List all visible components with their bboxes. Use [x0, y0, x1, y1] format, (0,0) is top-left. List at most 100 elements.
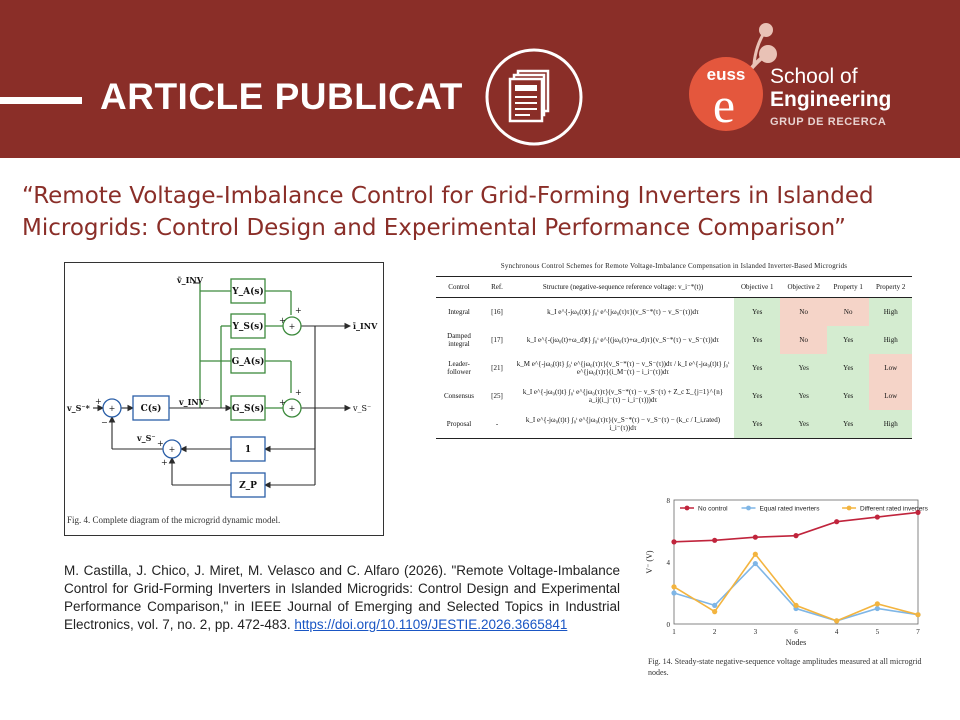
cell-objective-2: Yes: [780, 382, 827, 410]
data-point: [834, 519, 840, 525]
x-axis-label: Nodes: [786, 638, 806, 647]
legend-swatch-marker: [746, 505, 751, 511]
cell-ref: [25]: [491, 392, 503, 400]
article-title: “Remote Voltage-Imbalance Control for Gr…: [22, 183, 874, 241]
header-objective-1: Objective 1: [734, 276, 781, 298]
series-line: [673, 562, 919, 622]
cell-control: Proposal: [436, 410, 482, 439]
figure-block-diagram: Y_A(s) Y_S(s) G_A(s) G_S(s) C(s) 1 Z_P +…: [64, 262, 384, 536]
cell-objective-1: Yes: [734, 382, 781, 410]
block-c: C(s): [141, 403, 162, 414]
y-tick-label: 8: [667, 497, 671, 505]
x-tick-label: 2: [713, 628, 717, 636]
logo-text: euss: [707, 65, 746, 84]
cell-structure: k_M e^{-jω₀(t)t} ∫₀ᵗ e^{jω₀(τ)τ}(v_S⁻*(τ…: [516, 360, 730, 376]
block-ga: G_A(s): [232, 356, 265, 367]
cell-ref: [17]: [491, 336, 503, 344]
cell-property-1: Yes: [826, 382, 870, 410]
x-tick-label: 5: [876, 628, 880, 636]
signal-iinv: ī_INV: [353, 321, 378, 331]
signal-vs-ref: v_S⁻*: [66, 403, 91, 413]
block-gs: G_S(s): [232, 403, 264, 414]
table-header-row: Control Ref. Structure (negative-sequenc…: [436, 276, 912, 298]
school-line-1: School of: [770, 65, 858, 88]
cell-objective-2: No: [780, 326, 827, 354]
header-structure: Structure (negative-sequence reference v…: [512, 276, 734, 298]
cell-objective-2: No: [780, 297, 827, 326]
data-point: [671, 539, 677, 545]
table-row: Damped integral [17] k_I e^{-(jω₀(t)+ω_d…: [436, 326, 912, 354]
citation-text: M. Castilla, J. Chico, J. Miret, M. Vela…: [64, 563, 620, 632]
block-one: 1: [245, 445, 251, 455]
school-name: School of Engineering GRUP DE RECERCA: [770, 66, 891, 132]
data-point: [752, 534, 758, 540]
logo-letter: e: [713, 77, 735, 133]
cell-control: Damped integral: [447, 332, 471, 348]
data-point: [874, 605, 880, 612]
cell-property-2: High: [869, 326, 912, 354]
cell-objective-1: Yes: [734, 326, 781, 354]
y-tick-label: 4: [667, 559, 671, 567]
cell-objective-1: Yes: [734, 297, 781, 326]
y-axis-label: V⁻ (V): [645, 550, 654, 573]
table: Control Ref. Structure (negative-sequenc…: [436, 276, 912, 439]
cell-control: Consensus: [444, 392, 474, 400]
table-row: Proposal - k_I e^{-jω₀(t)t} ∫₀ᵗ e^{jω₀(τ…: [436, 410, 912, 439]
article-document-icon: [485, 48, 583, 146]
x-tick-label: 3: [754, 628, 758, 636]
data-point: [793, 533, 799, 539]
x-tick-label: 4: [835, 628, 839, 636]
legend-entry: Equal rated inverters: [760, 506, 821, 513]
block-zp: Z_P: [239, 481, 257, 491]
cell-ref: [21]: [491, 364, 503, 372]
school-line-2: Engineering: [770, 88, 892, 111]
cell-property-1: No: [826, 297, 870, 326]
svg-text:−: −: [101, 418, 108, 427]
svg-text:+: +: [157, 439, 164, 448]
data-point: [793, 602, 799, 608]
cell-objective-2: Yes: [780, 410, 827, 439]
header-control: Control: [436, 276, 482, 298]
y-tick-label: 0: [667, 621, 671, 629]
table-row: Integral [16] k_I e^{-jω₀(t)t} ∫₀ᵗ e^{jω…: [436, 297, 912, 326]
cell-control: Integral: [448, 308, 470, 316]
signal-vinv: v_INV⁻: [178, 397, 209, 407]
legend-swatch-marker: [846, 505, 852, 511]
figure-4-caption: Fig. 4. Complete diagram of the microgri…: [67, 515, 281, 525]
signal-vinv-top: v̄_INV: [176, 275, 204, 285]
x-tick-label: 7: [916, 628, 920, 636]
cell-property-2: Low: [869, 382, 912, 410]
table-row: Consensus [25] k_I e^{-jω₀(t)t} ∫₀ᵗ e^{j…: [436, 382, 912, 410]
euss-logo: euss e: [689, 23, 777, 133]
data-point: [915, 509, 921, 515]
data-point: [712, 537, 718, 543]
legend-entry: Different rated inverters: [860, 506, 929, 513]
svg-text:+: +: [109, 404, 116, 413]
block-ys: Y_S(s): [231, 321, 263, 332]
banner-title: ARTICLE PUBLICAT: [100, 76, 463, 117]
cell-structure: k_I e^{-jω₀(t)t} ∫₀ᵗ e^{jω₀(τ)τ}(v_S⁻*(τ…: [522, 388, 724, 404]
doi-link[interactable]: https://doi.org/10.1109/JESTIE.2026.3665…: [294, 617, 568, 632]
cell-ref: [16]: [491, 308, 503, 316]
cell-structure: k_I e^{-jω₀(t)t} ∫₀ᵗ e^{jω₀(τ)τ}(v_S⁻*(τ…: [512, 410, 734, 439]
cell-structure: k_I e^{-(jω₀(t)+ω_d)t} ∫₀ᵗ e^{(jω₀(τ)+ω_…: [526, 336, 720, 344]
data-point: [752, 551, 758, 557]
cell-property-1: Yes: [826, 410, 870, 439]
svg-text:+: +: [295, 306, 302, 315]
data-point: [834, 618, 840, 624]
signal-vs-feedback: v_S⁻: [136, 433, 156, 443]
svg-text:+: +: [295, 388, 302, 397]
cell-objective-1: Yes: [734, 410, 781, 439]
cell-ref: -: [482, 410, 512, 439]
header-property-2: Property 2: [869, 276, 912, 298]
header-banner: ARTICLE PUBLICAT euss e School of Engine…: [0, 0, 960, 158]
signal-vs-out: v_S⁻: [352, 404, 371, 413]
x-tick-label: 1: [672, 628, 676, 636]
svg-text:+: +: [289, 404, 296, 413]
cell-objective-1: Yes: [734, 354, 781, 382]
header-objective-2: Objective 2: [780, 276, 827, 298]
cell-property-2: Low: [869, 354, 912, 382]
block-diagram: Y_A(s) Y_S(s) G_A(s) G_S(s) C(s) 1 Z_P +…: [66, 275, 378, 498]
banner-accent-line: [0, 97, 82, 104]
